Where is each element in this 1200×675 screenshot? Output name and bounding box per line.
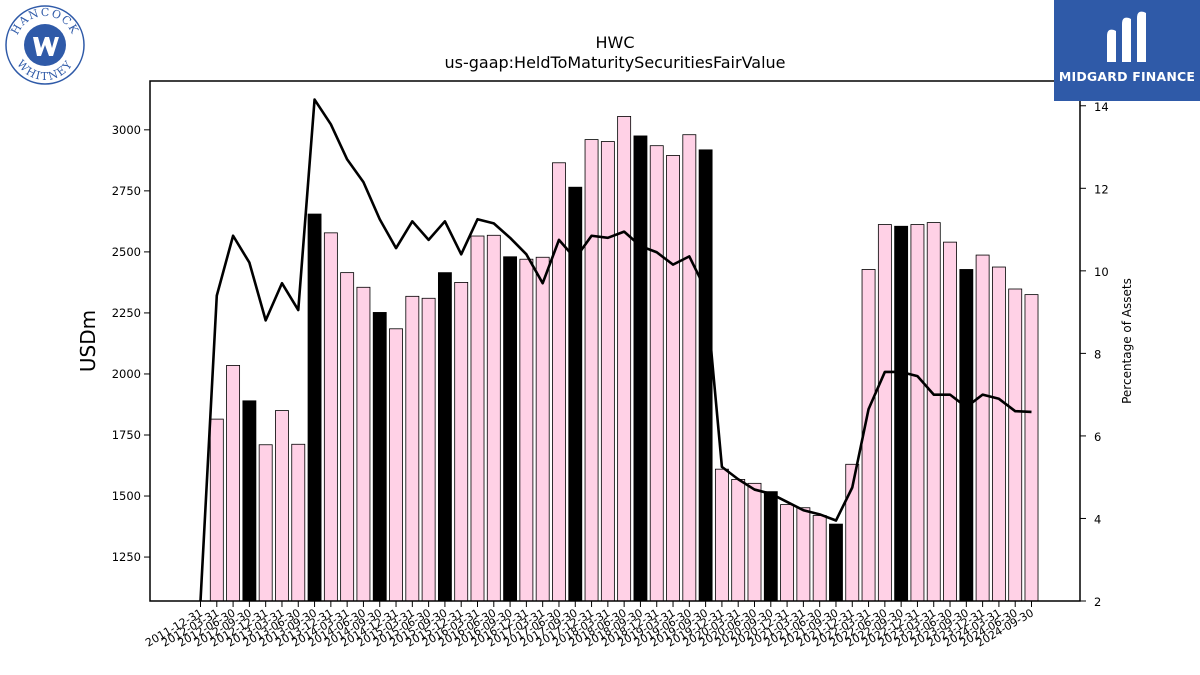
y-tick-label-1250: 1250 (112, 550, 141, 564)
bar-2016-03-31 (470, 235, 485, 602)
y2-axis-label: Percentage of Assets (1120, 278, 1134, 404)
bar-2019-12-31 (714, 468, 729, 602)
bar-2015-12-31 (454, 282, 469, 602)
bar-2016-12-31 (519, 258, 534, 602)
bar-2020-06-30 (747, 482, 762, 602)
bar-2021-09-30 (829, 523, 843, 602)
bar-2024-03-31 (991, 266, 1006, 602)
bar-2012-12-31 (258, 444, 273, 602)
bar-2019-09-30 (698, 149, 713, 602)
y-axis-left: 1250 1500 1750 2000 2250 2500 2750 3000 (112, 123, 150, 564)
y2-tick-label-14: 14 (1094, 100, 1109, 114)
y-tick-label-2250: 2250 (112, 306, 141, 320)
x-axis: 2011-12-312012-03-312012-06-302012-09-30… (143, 601, 1036, 650)
midgard-mark-icon (1107, 11, 1146, 63)
bar-2017-12-31 (584, 139, 599, 602)
bar-2017-06-30 (552, 162, 566, 602)
y-tick-label-2750: 2750 (112, 184, 141, 198)
bar-2021-06-30 (812, 515, 827, 602)
bar-2019-06-30 (682, 134, 697, 602)
y-axis-right: 2 4 6 8 10 12 14 (1080, 100, 1109, 609)
y-axis-label: USDm (76, 310, 100, 372)
bar-2014-12-31 (389, 328, 403, 602)
bar-2012-06-30 (226, 365, 241, 602)
logo-right-text: MIDGARD FINANCE (1058, 69, 1196, 84)
bar-2024-06-30 (1008, 288, 1023, 602)
bar-2016-09-30 (503, 256, 518, 602)
bar-2015-06-30 (421, 297, 436, 602)
bar-2018-03-31 (600, 141, 615, 602)
bar-2016-06-30 (486, 234, 501, 602)
bar-2023-12-31 (975, 254, 990, 602)
percentage-line (199, 98, 1032, 602)
y-tick-label-2000: 2000 (112, 367, 141, 381)
chart-title: HWC (595, 33, 634, 52)
bar-2020-03-31 (731, 479, 746, 602)
bar-2021-03-31 (796, 507, 811, 602)
y-tick-label-2500: 2500 (112, 245, 141, 259)
hancock-whitney-logo: HANCOCK WHITNEY (5, 5, 85, 85)
line-layer (199, 98, 1032, 602)
bar-2019-03-31 (666, 155, 680, 602)
y2-tick-label-8: 8 (1094, 347, 1101, 361)
bar-2012-09-30 (242, 400, 257, 602)
bars-layer (209, 116, 1039, 602)
bar-2018-09-30 (633, 135, 648, 602)
bar-2020-09-30 (763, 491, 778, 602)
y2-tick-label-2: 2 (1094, 595, 1101, 609)
plot-frame (149, 80, 1081, 602)
bar-2023-03-31 (926, 222, 941, 602)
bar-2017-09-30 (568, 186, 583, 602)
bar-2013-12-31 (323, 232, 338, 602)
y-tick-label-1750: 1750 (112, 428, 141, 442)
bar-2015-03-31 (405, 295, 420, 602)
bar-2017-03-31 (535, 256, 550, 602)
bar-2018-06-30 (617, 116, 632, 602)
bar-2018-12-31 (649, 145, 664, 602)
y2-tick-label-10: 10 (1094, 265, 1109, 279)
bar-2020-12-31 (780, 504, 795, 602)
chart-subtitle: us-gaap:HeldToMaturitySecuritiesFairValu… (444, 53, 785, 72)
bar-2022-12-31 (910, 224, 925, 602)
bar-2013-06-30 (291, 443, 306, 602)
y2-tick-label-4: 4 (1094, 512, 1101, 526)
bar-2014-06-30 (356, 286, 371, 602)
bar-2014-03-31 (340, 272, 355, 602)
bar-2015-09-30 (437, 272, 452, 602)
bar-2024-09-30 (1024, 294, 1039, 602)
y2-tick-label-12: 12 (1094, 182, 1109, 196)
bar-2012-03-31 (209, 418, 224, 602)
bar-2022-06-30 (877, 224, 892, 602)
bar-2023-09-30 (959, 269, 974, 602)
y-tick-label-1500: 1500 (112, 489, 141, 503)
bar-2013-09-30 (307, 213, 322, 602)
midgard-finance-logo: MIDGARD FINANCE (1054, 0, 1200, 101)
y-tick-label-3000: 3000 (112, 123, 141, 137)
bar-2014-09-30 (372, 312, 387, 602)
bar-2022-09-30 (894, 225, 909, 602)
y2-tick-label-6: 6 (1094, 430, 1101, 444)
bar-2023-06-30 (943, 241, 957, 602)
bar-2013-03-31 (275, 410, 289, 602)
